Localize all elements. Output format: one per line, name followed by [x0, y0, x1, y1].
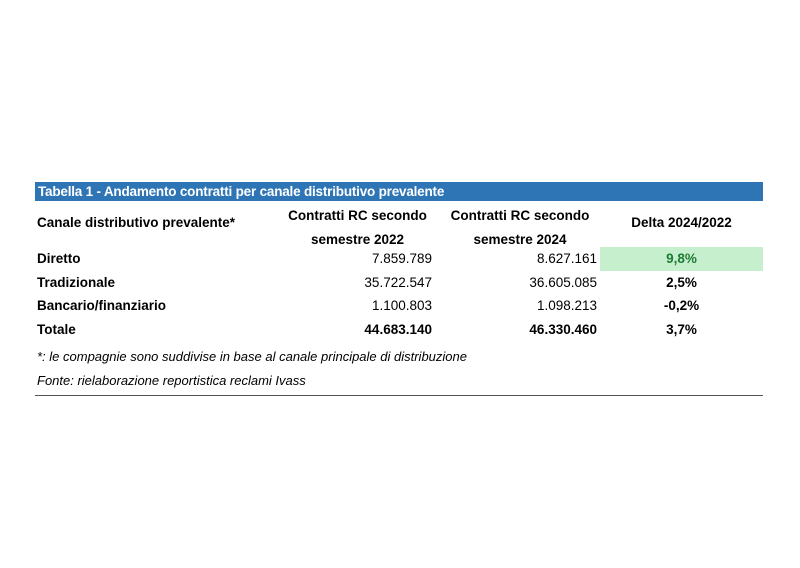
header-2022-line1: Contratti RC secondo [288, 208, 427, 223]
cell-canale: Tradizionale [37, 274, 116, 290]
cell-delta: -0,2% [663, 298, 700, 313]
data-table: Tabella 1 - Andamento contratti per cana… [35, 182, 763, 396]
table-header: Canale distributivo prevalente* Contratt… [35, 201, 763, 247]
bottom-rule [35, 395, 763, 396]
table-row: Tradizionale 35.722.547 36.605.085 2,5% [35, 271, 763, 295]
table-row: Bancario/finanziario 1.100.803 1.098.213… [35, 294, 763, 318]
header-2022: Contratti RC secondo semestre 2022 [280, 204, 435, 252]
cell-canale: Totale [37, 321, 76, 337]
header-2024-line1: Contratti RC secondo [450, 208, 590, 223]
cell-2024: 8.627.161 [536, 251, 597, 266]
cell-delta: 3,7% [666, 321, 697, 337]
table-row-total: Totale 44.683.140 46.330.460 3,7% [35, 318, 763, 342]
cell-canale: Diretto [37, 251, 81, 266]
cell-2024: 36.605.085 [529, 274, 597, 290]
header-canale: Canale distributivo prevalente* [37, 215, 236, 230]
footnote: *: le compagnie sono suddivise in base a… [37, 349, 467, 364]
header-delta: Delta 2024/2022 [631, 215, 732, 230]
cell-2022: 1.100.803 [371, 298, 432, 313]
table-title: Tabella 1 - Andamento contratti per cana… [35, 182, 763, 201]
cell-delta-highlighted: 9,8% [600, 247, 763, 271]
header-2022-line2: semestre 2022 [310, 232, 405, 247]
header-2024-line2: semestre 2024 [473, 232, 567, 247]
cell-2024: 46.330.460 [529, 321, 597, 337]
cell-canale: Bancario/finanziario [37, 298, 167, 313]
cell-delta: 2,5% [666, 274, 697, 290]
cell-2022: 7.859.789 [371, 251, 432, 266]
source-note: Fonte: rielaborazione reportistica recla… [37, 373, 306, 388]
cell-2022: 44.683.140 [364, 321, 432, 337]
cell-2022: 35.722.547 [364, 274, 432, 290]
table-row: Diretto 7.859.789 8.627.161 9,8% [35, 247, 763, 271]
cell-2024: 1.098.213 [536, 298, 597, 313]
header-2024: Contratti RC secondo semestre 2024 [440, 204, 600, 252]
